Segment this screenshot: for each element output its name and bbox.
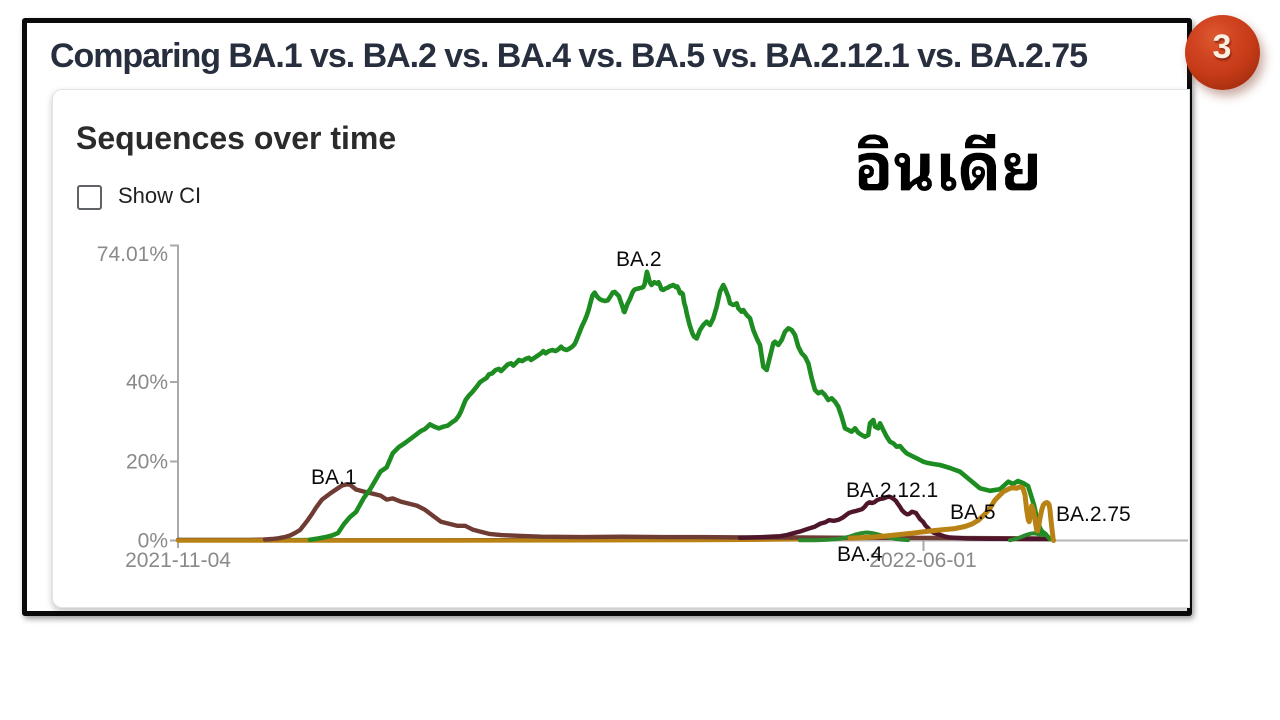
svg-text:2022-06-01: 2022-06-01 [869, 549, 976, 572]
svg-text:BA.1: BA.1 [311, 466, 357, 489]
svg-text:BA.2.12.1: BA.2.12.1 [846, 479, 938, 502]
svg-text:2021-11-04: 2021-11-04 [125, 549, 231, 572]
svg-text:40%: 40% [126, 371, 168, 394]
svg-text:20%: 20% [126, 451, 168, 474]
svg-text:74.01%: 74.01% [97, 243, 168, 266]
svg-text:BA.2: BA.2 [616, 248, 662, 271]
svg-text:0%: 0% [138, 530, 168, 553]
svg-text:BA.2.75: BA.2.75 [1056, 503, 1131, 526]
svg-text:BA.4: BA.4 [837, 543, 883, 566]
svg-text:BA.5: BA.5 [950, 501, 996, 524]
